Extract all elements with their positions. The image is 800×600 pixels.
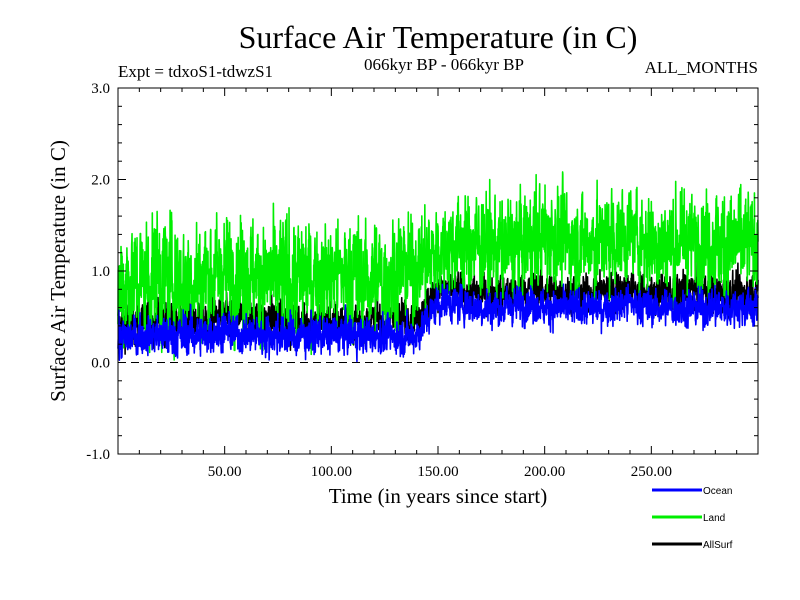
legend-label-land: Land <box>703 513 725 524</box>
series-line-allsurf <box>117 258 759 355</box>
y-tick-label: 2.0 <box>91 173 110 189</box>
x-tick-label: 50.00 <box>208 464 242 480</box>
legend-label-allsurf: AllSurf <box>703 540 733 551</box>
chart-subtitle-left: Expt = tdxoS1-tdwzS1 <box>118 62 273 81</box>
x-tick-label: 150.00 <box>417 464 458 480</box>
y-tick-label: 1.0 <box>91 264 110 280</box>
series-line-ocean <box>117 283 759 363</box>
y-tick-label: 0.0 <box>91 356 110 372</box>
y-tick-label: -1.0 <box>86 447 110 463</box>
x-axis-ticks: 50.00 100.00 150.00 200.00 250.00 <box>138 88 738 480</box>
x-tick-label: 200.00 <box>524 464 565 480</box>
chart-title: Surface Air Temperature (in C) <box>239 19 638 55</box>
chart-subtitle-right: ALL_MONTHS <box>645 58 758 77</box>
series-line-land <box>117 171 759 361</box>
legend: Ocean Land AllSurf <box>652 486 733 551</box>
chart-subtitle-center: 066kyr BP - 066kyr BP <box>364 55 524 74</box>
plot-area <box>117 171 759 363</box>
x-tick-label: 250.00 <box>631 464 672 480</box>
x-tick-label: 100.00 <box>311 464 352 480</box>
legend-label-ocean: Ocean <box>703 486 732 497</box>
y-tick-label: 3.0 <box>91 81 110 97</box>
y-axis-ticks: -1.0 0.0 1.0 2.0 3.0 <box>86 81 758 463</box>
y-axis-label: Surface Air Temperature (in C) <box>46 140 70 402</box>
x-axis-label: Time (in years since start) <box>329 484 548 508</box>
